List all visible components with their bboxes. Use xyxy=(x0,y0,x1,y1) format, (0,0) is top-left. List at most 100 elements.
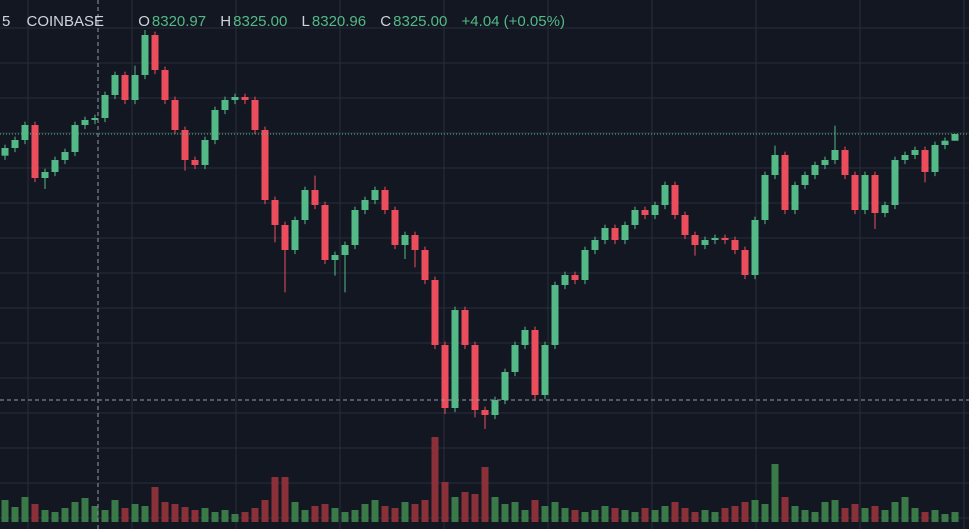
volume-bar xyxy=(101,510,109,522)
candle-body xyxy=(651,205,659,215)
candle-body xyxy=(281,225,289,250)
candle-body xyxy=(111,75,119,95)
candle-body xyxy=(11,140,19,148)
candle-body xyxy=(871,175,879,213)
volume-bar xyxy=(721,508,729,522)
candle-body xyxy=(401,235,409,245)
candle-body xyxy=(51,160,59,172)
candle-body xyxy=(431,280,439,345)
volume-bar xyxy=(481,467,489,522)
volume-bar xyxy=(841,508,849,522)
volume-bar xyxy=(91,506,99,522)
candle-body xyxy=(371,190,379,200)
volume-bar xyxy=(801,510,809,522)
volume-bar xyxy=(681,508,689,522)
candle-body xyxy=(881,205,889,213)
volume-bar xyxy=(261,500,269,522)
volume-bar xyxy=(421,500,429,522)
candle-body xyxy=(31,125,39,178)
volume-bar xyxy=(861,508,869,522)
candle-body xyxy=(621,225,629,240)
candle-body xyxy=(321,205,329,260)
candle-body xyxy=(201,140,209,165)
candle-body xyxy=(831,150,839,160)
volume-bar xyxy=(821,502,829,522)
candle-body xyxy=(261,130,269,200)
candle-body xyxy=(671,185,679,215)
candle-body xyxy=(141,35,149,75)
volume-bar xyxy=(561,508,569,522)
volume-bar xyxy=(111,500,119,522)
candle-body xyxy=(711,238,719,240)
candle-body xyxy=(271,200,279,225)
interval: 5 xyxy=(2,13,11,30)
candle-body xyxy=(81,120,89,125)
candle-body xyxy=(421,250,429,280)
volume-bar xyxy=(291,502,299,522)
candle-body xyxy=(771,155,779,175)
candle-body xyxy=(491,400,499,415)
candle-body xyxy=(301,190,309,220)
volume-bar xyxy=(351,510,359,522)
candle-body xyxy=(91,118,99,120)
volume-bar xyxy=(691,512,699,522)
volume-bar xyxy=(401,502,409,522)
volume-bar xyxy=(601,506,609,522)
candle-body xyxy=(801,175,809,185)
candle-body xyxy=(471,345,479,410)
change: +4.04 (+0.05%) xyxy=(461,13,565,30)
volume-bar xyxy=(641,508,649,522)
volume-bar xyxy=(891,502,899,522)
volume-bar xyxy=(251,508,259,522)
candle-body xyxy=(631,210,639,225)
volume-bar xyxy=(871,506,879,522)
volume-bar xyxy=(121,508,129,522)
candle-body xyxy=(901,155,909,160)
volume-bar xyxy=(931,510,939,522)
candle-body xyxy=(411,235,419,250)
candle-body xyxy=(681,215,689,235)
volume-bar xyxy=(811,512,819,522)
candle-body xyxy=(791,185,799,210)
volume-bar xyxy=(301,510,309,522)
candle-body xyxy=(511,345,519,372)
candle-body xyxy=(221,100,229,110)
candle-body xyxy=(761,175,769,220)
ohlc-label: L xyxy=(301,13,310,30)
volume-bar xyxy=(41,510,49,522)
candle-body xyxy=(191,160,199,165)
candle-body xyxy=(861,175,869,210)
volume-bar xyxy=(491,497,499,522)
volume-bar xyxy=(461,492,469,522)
candle-body xyxy=(131,75,139,100)
ohlc-value: 8325.00 xyxy=(393,13,448,30)
candle-body xyxy=(331,255,339,260)
volume-bar xyxy=(281,477,289,522)
volume-bar xyxy=(311,506,319,522)
volume-bar xyxy=(771,464,779,522)
volume-bar xyxy=(341,512,349,522)
volume-bar xyxy=(11,507,19,522)
volume-bar xyxy=(741,502,749,522)
volume-bar xyxy=(451,497,459,522)
candle-body xyxy=(21,125,29,140)
volume-bar xyxy=(501,504,509,522)
volume-bar xyxy=(161,502,169,522)
candle-body xyxy=(641,210,649,215)
volume-bar xyxy=(191,510,199,522)
volume-bar xyxy=(631,512,639,522)
candle-body xyxy=(211,110,219,140)
candle-body xyxy=(701,240,709,245)
candle-body xyxy=(541,345,549,395)
ohlc-label: C xyxy=(380,13,392,30)
volume-bar xyxy=(711,512,719,522)
volume-bar xyxy=(621,510,629,522)
candle-body xyxy=(311,190,319,205)
candle-body xyxy=(781,155,789,210)
volume-bar xyxy=(271,477,279,522)
exchange[interactable]: COINBASE xyxy=(26,13,105,30)
volume-bar xyxy=(361,504,369,522)
candle-body xyxy=(821,160,829,165)
volume-bar xyxy=(761,504,769,522)
